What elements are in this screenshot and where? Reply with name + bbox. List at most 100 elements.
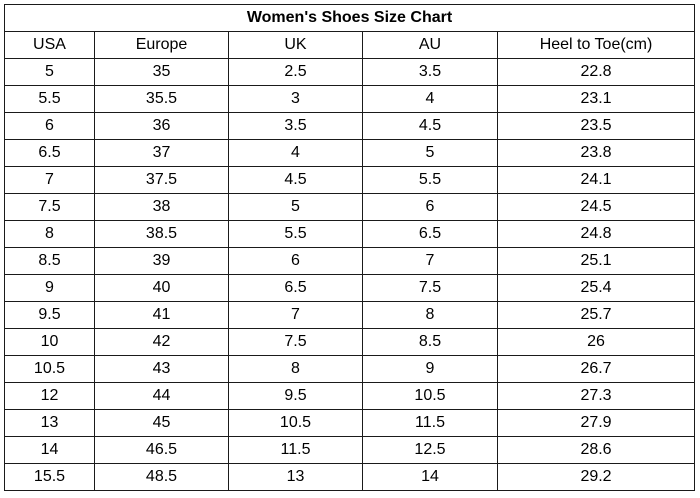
cell-europe: 42: [94, 328, 229, 356]
cell-au: 3.5: [362, 58, 498, 86]
cell-europe: 46.5: [94, 436, 229, 464]
cell-usa: 6: [4, 112, 95, 140]
cell-au: 5: [362, 139, 498, 167]
cell-heel-to-toe: 24.1: [496, 166, 696, 194]
column-header-europe: Europe: [94, 31, 229, 59]
table-row: 13 45 10.5 11.5 27.9: [4, 409, 696, 437]
cell-usa: 10.5: [4, 355, 95, 383]
cell-usa: 5: [4, 58, 95, 86]
cell-heel-to-toe: 23.8: [496, 139, 696, 167]
table-row: 10 42 7.5 8.5 26: [4, 328, 696, 356]
table-row: 10.5 43 8 9 26.7: [4, 355, 696, 383]
cell-au: 8: [362, 301, 498, 329]
cell-au: 8.5: [362, 328, 498, 356]
cell-uk: 9.5: [228, 382, 363, 410]
cell-au: 14: [362, 463, 498, 491]
cell-usa: 7.5: [4, 193, 95, 221]
cell-europe: 45: [94, 409, 229, 437]
table-row: 15.5 48.5 13 14 29.2: [4, 463, 696, 491]
cell-uk: 3.5: [228, 112, 363, 140]
cell-europe: 44: [94, 382, 229, 410]
cell-europe: 35: [94, 58, 229, 86]
cell-europe: 43: [94, 355, 229, 383]
cell-au: 6: [362, 193, 498, 221]
cell-au: 4.5: [362, 112, 498, 140]
cell-heel-to-toe: 27.9: [496, 409, 696, 437]
cell-uk: 4.5: [228, 166, 363, 194]
cell-au: 7.5: [362, 274, 498, 302]
header-row: USA Europe UK AU Heel to Toe(cm): [4, 31, 696, 59]
cell-au: 12.5: [362, 436, 498, 464]
cell-heel-to-toe: 26.7: [496, 355, 696, 383]
cell-uk: 7: [228, 301, 363, 329]
cell-usa: 15.5: [4, 463, 95, 491]
table-title: Women's Shoes Size Chart: [3, 4, 696, 32]
cell-heel-to-toe: 28.6: [496, 436, 696, 464]
cell-uk: 2.5: [228, 58, 363, 86]
cell-uk: 8: [228, 355, 363, 383]
cell-usa: 8: [4, 220, 95, 248]
cell-europe: 38.5: [94, 220, 229, 248]
cell-europe: 37: [94, 139, 229, 167]
size-rows: 5 35 2.5 3.5 22.8 5.5 35.5 3 4 23.1 6 36 3.5 4.5 23.5 6…: [4, 58, 696, 491]
table-row: 5 35 2.5 3.5 22.8: [4, 58, 696, 86]
cell-heel-to-toe: 24.5: [496, 193, 696, 221]
cell-au: 5.5: [362, 166, 498, 194]
cell-usa: 6.5: [4, 139, 95, 167]
cell-heel-to-toe: 24.8: [496, 220, 696, 248]
cell-heel-to-toe: 23.5: [496, 112, 696, 140]
cell-uk: 13: [228, 463, 363, 491]
cell-heel-to-toe: 25.4: [496, 274, 696, 302]
column-header-usa: USA: [4, 31, 95, 59]
table-row: 8.5 39 6 7 25.1: [4, 247, 696, 275]
cell-europe: 41: [94, 301, 229, 329]
cell-heel-to-toe: 25.1: [496, 247, 696, 275]
cell-au: 11.5: [362, 409, 498, 437]
cell-usa: 10: [4, 328, 95, 356]
cell-usa: 7: [4, 166, 95, 194]
column-header-uk: UK: [228, 31, 363, 59]
cell-europe: 35.5: [94, 85, 229, 113]
cell-uk: 3: [228, 85, 363, 113]
table-row: 6.5 37 4 5 23.8: [4, 139, 696, 167]
title-row: Women's Shoes Size Chart: [3, 4, 696, 32]
cell-uk: 5.5: [228, 220, 363, 248]
cell-heel-to-toe: 26: [496, 328, 696, 356]
column-header-heel-to-toe: Heel to Toe(cm): [496, 31, 696, 59]
cell-uk: 5: [228, 193, 363, 221]
cell-uk: 7.5: [228, 328, 363, 356]
cell-heel-to-toe: 27.3: [496, 382, 696, 410]
cell-uk: 11.5: [228, 436, 363, 464]
cell-uk: 6: [228, 247, 363, 275]
cell-europe: 38: [94, 193, 229, 221]
cell-europe: 39: [94, 247, 229, 275]
cell-au: 6.5: [362, 220, 498, 248]
cell-uk: 4: [228, 139, 363, 167]
cell-au: 4: [362, 85, 498, 113]
cell-europe: 36: [94, 112, 229, 140]
table-row: 7 37.5 4.5 5.5 24.1: [4, 166, 696, 194]
table-row: 12 44 9.5 10.5 27.3: [4, 382, 696, 410]
cell-heel-to-toe: 25.7: [496, 301, 696, 329]
cell-europe: 37.5: [94, 166, 229, 194]
cell-uk: 10.5: [228, 409, 363, 437]
table-row: 14 46.5 11.5 12.5 28.6: [4, 436, 696, 464]
size-chart-table: Women's Shoes Size Chart USA Europe UK A…: [3, 4, 696, 491]
table-row: 7.5 38 5 6 24.5: [4, 193, 696, 221]
cell-uk: 6.5: [228, 274, 363, 302]
table-row: 9.5 41 7 8 25.7: [4, 301, 696, 329]
table-row: 8 38.5 5.5 6.5 24.8: [4, 220, 696, 248]
cell-heel-to-toe: 22.8: [496, 58, 696, 86]
table-row: 6 36 3.5 4.5 23.5: [4, 112, 696, 140]
cell-usa: 5.5: [4, 85, 95, 113]
cell-europe: 40: [94, 274, 229, 302]
table-row: 9 40 6.5 7.5 25.4: [4, 274, 696, 302]
size-chart-sheet: Women's Shoes Size Chart USA Europe UK A…: [3, 4, 696, 491]
cell-au: 9: [362, 355, 498, 383]
cell-heel-to-toe: 29.2: [496, 463, 696, 491]
cell-heel-to-toe: 23.1: [496, 85, 696, 113]
cell-usa: 8.5: [4, 247, 95, 275]
cell-usa: 9.5: [4, 301, 95, 329]
cell-usa: 14: [4, 436, 95, 464]
cell-usa: 9: [4, 274, 95, 302]
